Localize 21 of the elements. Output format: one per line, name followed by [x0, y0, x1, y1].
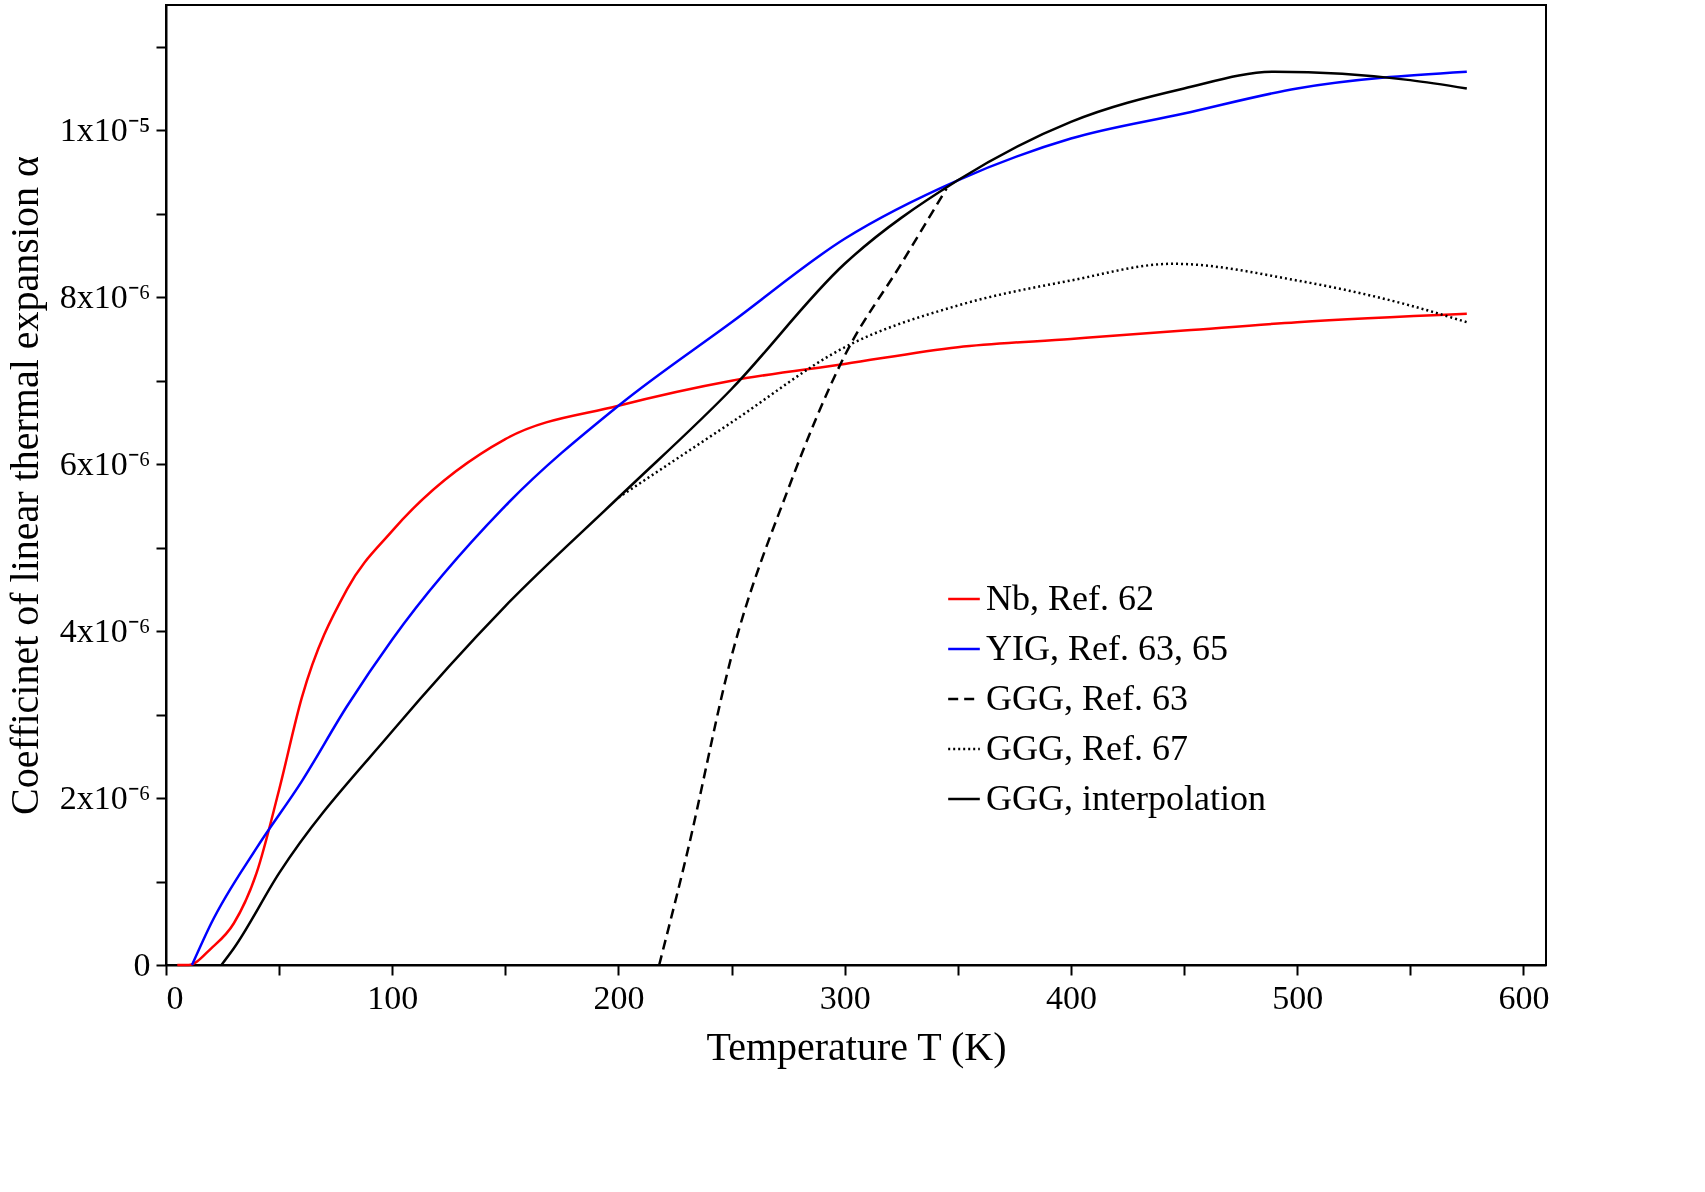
line-series [176, 312, 1469, 967]
x-axis-title: Temperature T (K) [706, 1023, 1007, 1069]
y-tick-label: 1x10⁻⁵ [59, 110, 151, 148]
y-tick-label: 4x10⁻⁶ [59, 611, 151, 649]
y-axis-title: Coefficinet of linear thermal expansion α [1, 156, 47, 815]
x-tick-label: 300 [819, 978, 871, 1016]
legend-label: GGG, Ref. 67 [986, 728, 1188, 768]
x-tick-label: 400 [1045, 978, 1097, 1016]
y-tick-label: 8x10⁻⁶ [59, 277, 151, 315]
legend-label: YIG, Ref. 63, 65 [986, 628, 1228, 668]
legend-label: GGG, interpolation [986, 778, 1266, 818]
y-tick-label: 6x10⁻⁶ [59, 444, 151, 482]
x-tick-label: 100 [367, 978, 419, 1016]
x-tick-label: 0 [166, 978, 184, 1016]
x-tick-label: 600 [1498, 978, 1550, 1016]
y-tick-label: 0 [133, 945, 151, 983]
legend-label: Nb, Ref. 62 [986, 578, 1154, 618]
legend-label: GGG, Ref. 63 [986, 678, 1188, 718]
y-tick-label: 2x10⁻⁶ [59, 778, 151, 816]
x-tick-label: 500 [1272, 978, 1324, 1016]
x-tick-label: 200 [593, 978, 645, 1016]
